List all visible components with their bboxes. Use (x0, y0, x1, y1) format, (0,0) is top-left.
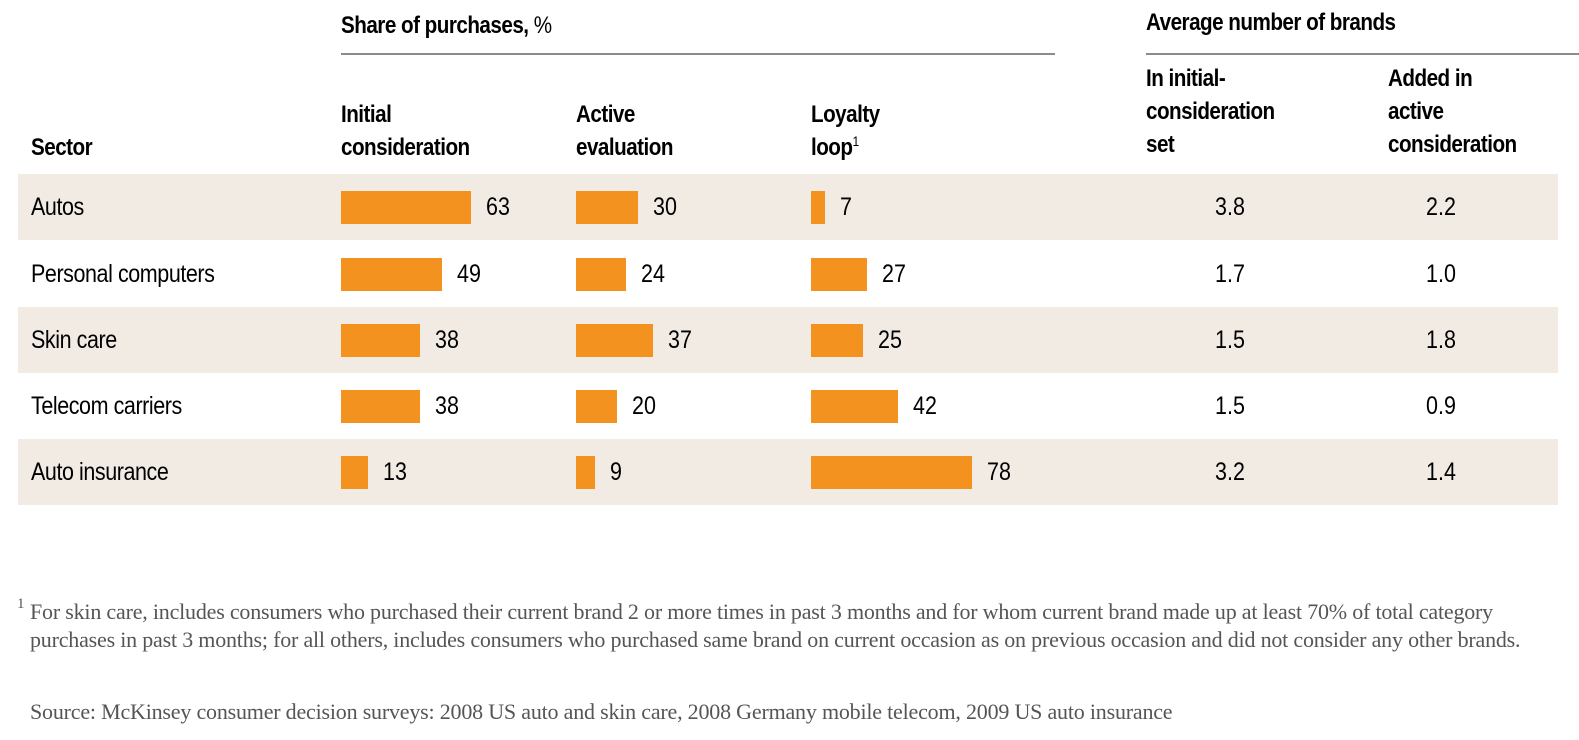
bar-value-label: 42 (912, 392, 937, 420)
header-line: consideration (1388, 131, 1517, 158)
table-row: Autos 63 30 7 3.8 2.2 (18, 174, 1558, 240)
bar-initial-consideration (341, 258, 443, 291)
bar-value-label: 24 (640, 260, 665, 288)
brands-value-initial-set: 1.5 (1215, 392, 1245, 420)
table-row: Skin care 38 37 25 1.5 1.8 (18, 307, 1558, 373)
bar-loyalty-loop (811, 258, 867, 291)
header-line: In initial- (1146, 65, 1226, 92)
brands-group-rule (1146, 53, 1579, 55)
bar-initial-consideration (341, 191, 472, 224)
sector-label: Telecom carriers (31, 392, 182, 420)
bar-active-evaluation (576, 324, 653, 357)
source-note: Source: McKinsey consumer decision surve… (30, 699, 1173, 724)
bar-value-label: 38 (434, 392, 459, 420)
brands-value-initial-set: 3.2 (1215, 458, 1245, 486)
sector-label: Skin care (31, 326, 117, 354)
bar-initial-consideration (341, 456, 368, 489)
bar-value-label: 49 (457, 260, 482, 288)
brands-value-added-active: 1.0 (1426, 260, 1456, 288)
header-line: evaluation (576, 134, 673, 161)
bar-initial-consideration (341, 324, 420, 357)
bar-value-label: 13 (382, 458, 407, 486)
brands-value-initial-set: 3.8 (1215, 193, 1245, 221)
table-row: Telecom carriers 38 20 42 1.5 0.9 (18, 373, 1558, 439)
average-brands-title: Average number of brands (1146, 9, 1396, 36)
share-of-purchases-title: Share of purchases, % (341, 12, 552, 40)
bar-value-label: 7 (840, 193, 853, 221)
share-group-rule (341, 53, 1055, 55)
footnote-text: For skin care, includes consumers who pu… (30, 599, 1521, 652)
col-header-initial-set: In initial- consideration set (1146, 62, 1275, 161)
bar-loyalty-loop (811, 324, 863, 357)
bar-active-evaluation (576, 258, 626, 291)
header-line: set (1146, 131, 1175, 158)
col-header-sector: Sector (31, 134, 93, 161)
brands-value-added-active: 0.9 (1426, 392, 1456, 420)
bar-active-evaluation (576, 191, 639, 224)
header-line: Initial (341, 101, 392, 128)
share-title-text: Share of purchases, (341, 12, 529, 39)
sector-label: Auto insurance (31, 458, 169, 486)
bar-initial-consideration (341, 390, 420, 423)
footnote-ref: 1 (852, 133, 859, 149)
bar-active-evaluation (576, 390, 618, 423)
col-header-initial-consideration: Initial consideration (341, 98, 470, 164)
brands-value-initial-set: 1.7 (1215, 260, 1245, 288)
table-row: Auto insurance 13 9 78 3.2 1.4 (18, 439, 1558, 505)
brands-value-added-active: 1.8 (1426, 326, 1456, 354)
header-line: active (1388, 98, 1444, 125)
col-header-added-active: Added in active consideration (1388, 62, 1517, 161)
header-line: loop (811, 134, 853, 161)
sector-label: Autos (31, 193, 84, 221)
bar-loyalty-loop (811, 456, 973, 489)
header-line: Loyalty (811, 101, 880, 128)
header-line: Active (576, 101, 635, 128)
bar-active-evaluation (576, 456, 595, 489)
brands-value-initial-set: 1.5 (1215, 326, 1245, 354)
bar-loyalty-loop (811, 191, 826, 224)
bar-value-label: 25 (877, 326, 902, 354)
bar-value-label: 30 (653, 193, 678, 221)
brands-value-added-active: 1.4 (1426, 458, 1456, 486)
bar-value-label: 9 (609, 458, 622, 486)
bar-loyalty-loop (811, 390, 898, 423)
footnote-marker: 1 (17, 596, 25, 612)
bar-value-label: 78 (987, 458, 1012, 486)
header-line: consideration (1146, 98, 1275, 125)
col-header-loyalty-loop: Loyalty loop1 (811, 98, 880, 164)
table-row: Personal computers 49 24 27 1.7 1.0 (18, 241, 1558, 307)
header-line: consideration (341, 134, 470, 161)
share-title-unit: % (528, 12, 552, 39)
bar-value-label: 20 (632, 392, 657, 420)
header-line: Added in (1388, 65, 1473, 92)
col-header-active-evaluation: Active evaluation (576, 98, 673, 164)
bar-value-label: 37 (667, 326, 692, 354)
bar-value-label: 38 (434, 326, 459, 354)
brands-value-added-active: 2.2 (1426, 193, 1456, 221)
bar-value-label: 27 (881, 260, 906, 288)
bar-value-label: 63 (486, 193, 511, 221)
sector-label: Personal computers (31, 260, 215, 288)
